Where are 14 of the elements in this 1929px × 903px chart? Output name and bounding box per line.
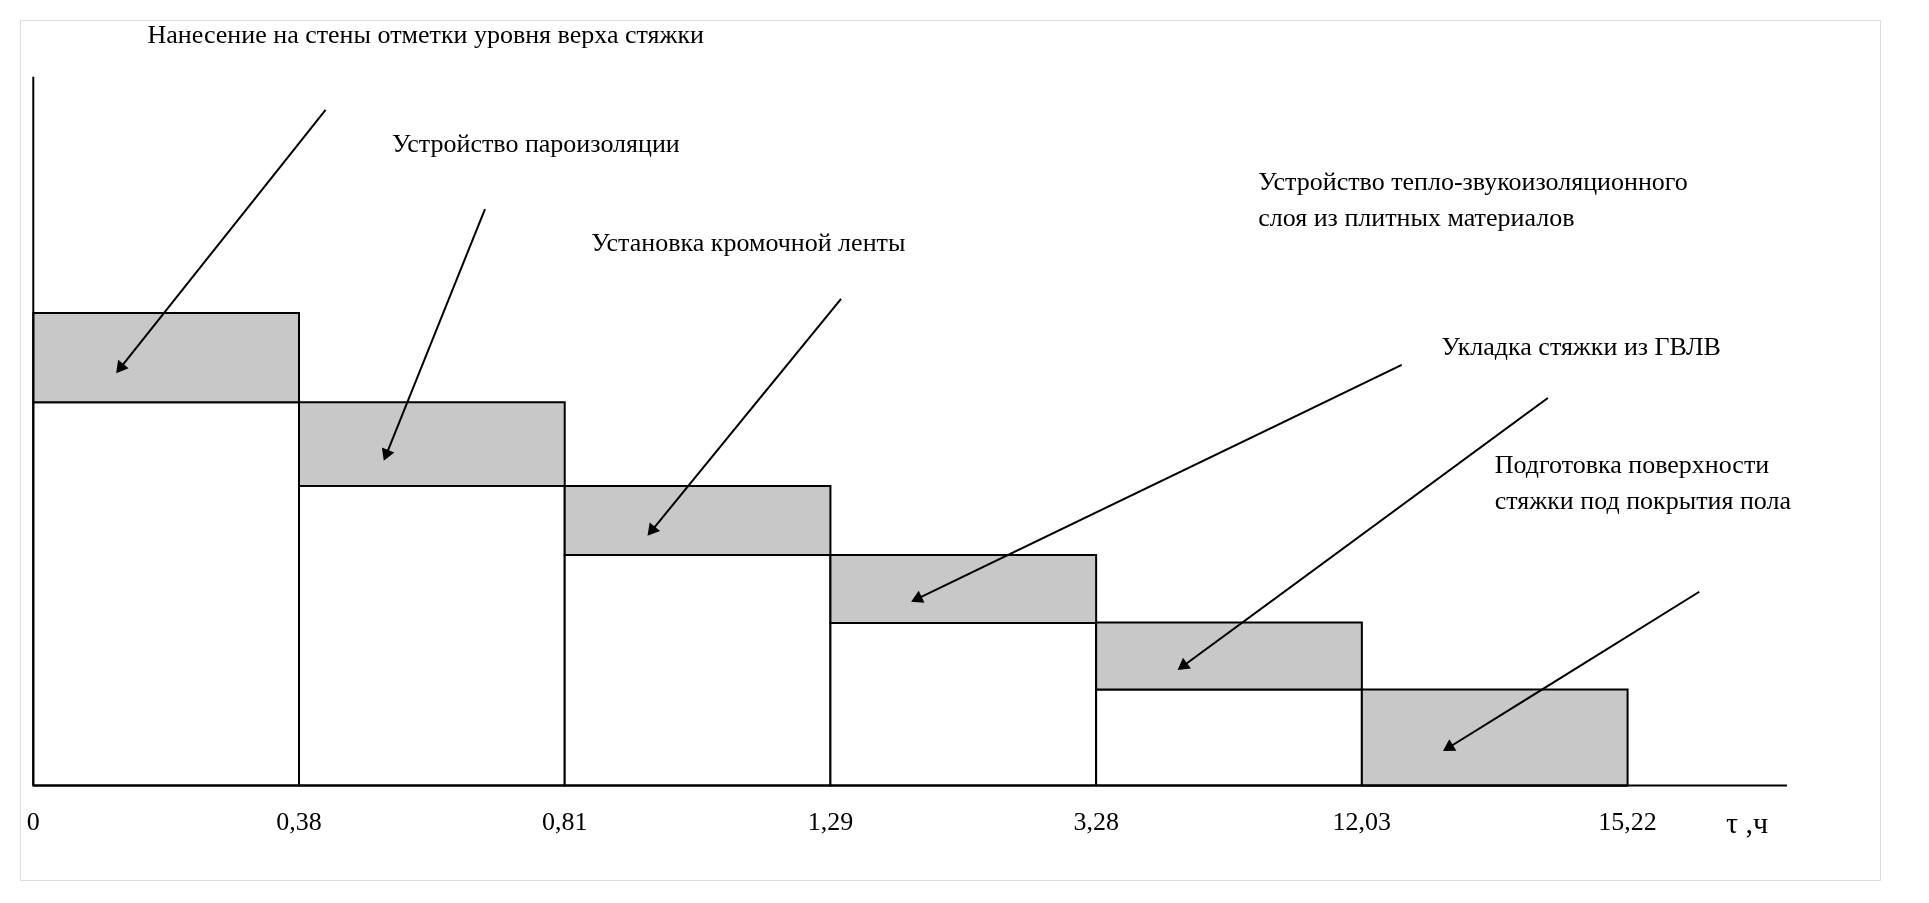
annotation: Укладка стяжки из ГВЛВ xyxy=(1441,332,1721,362)
text: 0 xyxy=(26,807,40,837)
text: Устройство пароизоляции xyxy=(392,129,680,159)
text: 12,03 xyxy=(1332,807,1392,837)
text: 3,28 xyxy=(1073,807,1119,837)
text: 15,22 xyxy=(1598,807,1657,837)
text: 0,38 xyxy=(276,807,322,837)
annotation: Подготовка поверхности стяжки под покрытия пола xyxy=(1494,450,1792,516)
x-axis-title: τ ,ч xyxy=(1726,806,1769,840)
text: 1,29 xyxy=(807,807,854,837)
text: Установка кромочной ленты xyxy=(591,228,906,258)
text: 0,81 xyxy=(541,807,588,837)
text: Устройство тепло-звукоизоляционного слоя из плитных материалов xyxy=(1258,166,1688,232)
text: Нанесение на стены отметки уровня верха стяжки xyxy=(147,20,705,50)
